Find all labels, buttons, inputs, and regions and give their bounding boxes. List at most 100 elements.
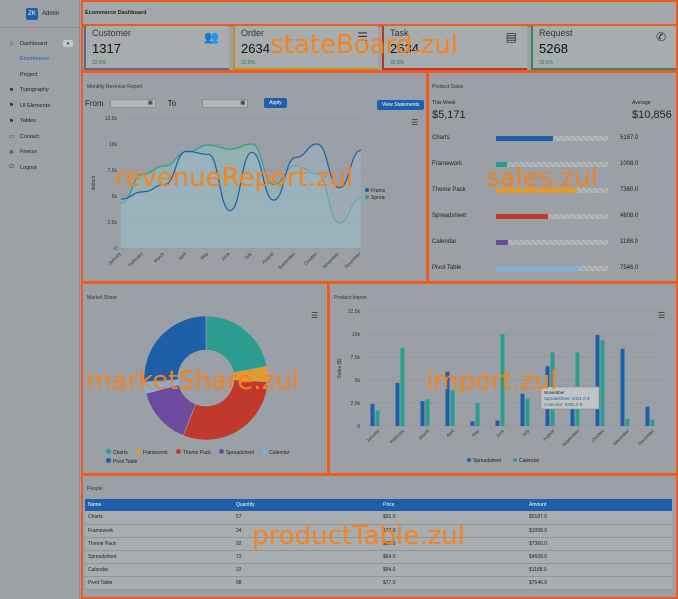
calendar-icon[interactable]: ▦ [240, 100, 246, 106]
table-header[interactable]: Name [85, 499, 233, 511]
legend-item[interactable]: Calendar [262, 449, 289, 456]
sidebar-item-ui-elements[interactable]: ⚑ UI Elements [0, 98, 79, 114]
bar-calendar[interactable] [500, 334, 505, 426]
bar-spreadsheet[interactable] [645, 406, 650, 426]
table-cell: $64.0 [380, 550, 526, 564]
table-header[interactable]: Quantity [233, 499, 380, 511]
sales-progress-fill [496, 135, 554, 141]
sales-row-value: 7360.0 [620, 187, 639, 193]
table-row[interactable]: Framework 24 $42.0 $1008.0 [85, 524, 672, 538]
from-date-input[interactable]: ▦ [109, 98, 156, 108]
pie-slice-theme-pack[interactable] [182, 379, 269, 441]
bar-calendar[interactable] [525, 398, 530, 426]
sidebar-item-ecommerce[interactable]: Ecommerce [0, 52, 79, 68]
sales-row-name: Theme Pack [432, 187, 466, 193]
sidebar-item-contact[interactable]: ▭ Contact [0, 129, 79, 145]
table-header[interactable]: Price [380, 499, 526, 511]
bar-spreadsheet[interactable] [570, 403, 575, 426]
revenue-form: From ▦ To ▦ Apply [85, 98, 287, 108]
table-row[interactable]: Theme Pack 92 $80.0 $7360.0 [85, 537, 672, 551]
bar-spreadsheet[interactable] [470, 421, 475, 426]
x-tick-label: October [590, 428, 605, 443]
legend-item[interactable]: Pivot Table [106, 458, 137, 465]
y-tick-label: 10k [352, 332, 361, 338]
sidebar-item-freeze[interactable]: ❄ Freeze [0, 145, 79, 161]
x-tick-label: August [542, 428, 556, 442]
bar-spreadsheet[interactable] [420, 401, 425, 426]
to-label: To [167, 98, 177, 108]
table-cell: $5187.0 [526, 511, 672, 525]
to-date-input[interactable]: ▦ [202, 98, 249, 108]
table-header[interactable]: Amount [526, 499, 672, 511]
bar-spreadsheet[interactable] [445, 371, 450, 426]
market-legend: Charts Framework Theme Pack Spreadsheet Cale… [106, 449, 316, 465]
y-tick-label: 10k [109, 142, 118, 148]
revenue-menu-icon[interactable]: ☰ [411, 118, 419, 127]
sidebar-item-typography[interactable]: ⚑ Typography [0, 83, 79, 99]
x-tick-label: May [199, 251, 209, 261]
view-statements-button[interactable]: View Statements [377, 100, 425, 110]
bar-calendar[interactable] [600, 340, 605, 426]
legend-item[interactable]: Spreadsheet [218, 449, 254, 456]
sidebar-item-dashboard[interactable]: ⌂ Dashboard ▾ [0, 36, 79, 52]
stat-value: 2634 [241, 41, 270, 56]
sidebar-item-tables[interactable]: ⚑ Tables [0, 114, 79, 130]
bar-calendar[interactable] [400, 347, 405, 426]
overlay-import: import.zul [426, 366, 558, 396]
bar-calendar[interactable] [450, 390, 455, 426]
bar-calendar[interactable] [425, 399, 430, 426]
sales-row: Theme Pack 7360.0 [432, 185, 672, 195]
bar-spreadsheet[interactable] [620, 348, 625, 426]
legend-marker [467, 458, 471, 462]
import-menu-icon[interactable]: ☰ [658, 311, 666, 320]
bar-spreadsheet[interactable] [520, 393, 525, 426]
sales-row-value: 1188.0 [620, 239, 638, 245]
table-cell: $77.0 [380, 576, 526, 590]
flag-icon: ⚑ [8, 87, 15, 94]
table-row[interactable]: Spreadsheet 72 $64.0 $4608.0 [85, 550, 672, 564]
table-row[interactable]: Calendar 22 $54.0 $1188.0 [85, 563, 672, 577]
bar-calendar[interactable] [375, 410, 380, 426]
sidebar: ZK Admin ⌂ Dashboard ▾ Ecommerce Project ⚑ Typ… [0, 0, 80, 599]
sales-progress-fill [496, 213, 548, 219]
calendar-icon[interactable]: ▦ [147, 100, 153, 106]
legend-marker [365, 195, 369, 199]
bar-spreadsheet[interactable] [595, 334, 600, 426]
collapse-toggle-icon[interactable]: ▾ [63, 40, 73, 48]
sales-row: Pivot Table 7546.0 [432, 263, 672, 273]
x-tick-label: May [471, 428, 481, 438]
sales-progress-fill [496, 265, 579, 271]
x-tick-label: July [243, 251, 253, 261]
sidebar-item-label: Logout [20, 164, 37, 171]
bar-calendar[interactable] [650, 419, 655, 426]
legend-marker [365, 188, 369, 192]
sidebar-item-logout[interactable]: ⏻ Logout [0, 160, 79, 176]
sidebar-item-project[interactable]: Project [0, 67, 79, 83]
sales-row-name: Pivot Table [432, 265, 462, 271]
apply-button[interactable]: Apply [264, 98, 287, 108]
pie-slice-pivot-table[interactable] [143, 315, 207, 383]
brand[interactable]: ZK Admin [0, 0, 79, 28]
pie-slice-charts[interactable] [205, 315, 268, 374]
legend-marker [218, 449, 224, 454]
legend-item[interactable]: Theme Pack [175, 449, 211, 456]
bar-spreadsheet[interactable] [370, 403, 375, 426]
import-chart: 0 2.5k 5k 7.5k 10k 12.5k Sales ($) January Febru… [337, 309, 663, 464]
table-row[interactable]: Pivot Table 98 $77.0 $7546.0 [85, 576, 672, 590]
list-icon: ☰ [357, 30, 368, 44]
bar-calendar[interactable] [475, 403, 480, 426]
market-menu-icon[interactable]: ☰ [311, 311, 319, 320]
table-row[interactable]: Charts 57 $91.0 $5187.0 [85, 511, 672, 525]
bar-spreadsheet[interactable] [495, 420, 500, 426]
power-icon: ⏻ [9, 164, 14, 171]
table-cell: $1188.0 [526, 563, 672, 577]
area-framework [121, 144, 361, 248]
legend-label: Charts [113, 450, 128, 456]
table-cell: 92 [233, 537, 380, 551]
legend-item[interactable]: Charts [106, 449, 128, 456]
y-axis-label: dollars [91, 175, 97, 190]
bar-spreadsheet[interactable] [395, 382, 400, 426]
x-tick-label: June [495, 428, 506, 439]
legend-item[interactable]: Framework [135, 449, 168, 456]
bar-calendar[interactable] [625, 418, 630, 426]
